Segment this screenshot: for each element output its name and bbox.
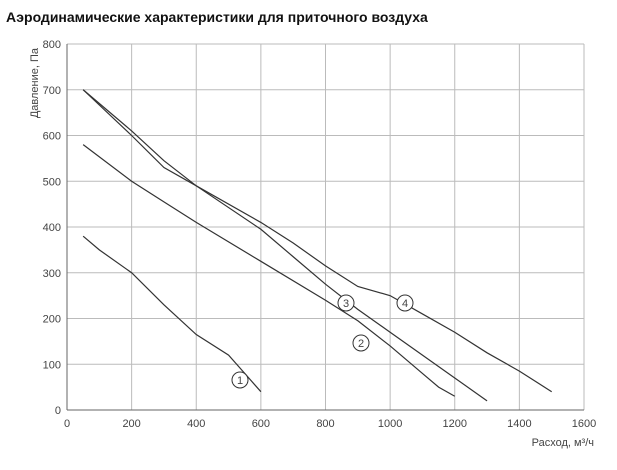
y-axis-label: Давление, Па bbox=[29, 47, 41, 118]
y-tick-label: 600 bbox=[43, 131, 61, 143]
chart-title: Аэродинамические характеристики для прит… bbox=[6, 9, 428, 25]
series-label: 4 bbox=[402, 298, 408, 310]
y-tick-label: 500 bbox=[43, 176, 61, 188]
series-marker bbox=[337, 294, 355, 312]
line-series bbox=[82, 89, 488, 402]
line-series bbox=[82, 144, 456, 397]
x-tick-label: 1400 bbox=[507, 418, 531, 430]
series-marker bbox=[231, 371, 249, 389]
y-tick-label: 300 bbox=[43, 268, 61, 280]
y-tick-label: 100 bbox=[43, 359, 61, 371]
x-tick-label: 400 bbox=[187, 418, 205, 430]
x-tick-label: 0 bbox=[64, 418, 70, 430]
x-axis-label: Расход, м³/ч bbox=[532, 437, 594, 449]
series-label: 1 bbox=[237, 375, 243, 387]
x-tick-label: 1600 bbox=[572, 418, 596, 430]
y-tick-label: 0 bbox=[55, 405, 61, 417]
y-tick-label: 400 bbox=[43, 222, 61, 234]
line-series bbox=[82, 89, 553, 393]
x-tick-label: 600 bbox=[252, 418, 270, 430]
series-marker bbox=[396, 294, 414, 312]
series-label: 3 bbox=[343, 298, 349, 310]
x-tick-label: 800 bbox=[316, 418, 334, 430]
x-tick-label: 200 bbox=[122, 418, 140, 430]
x-tick-label: 1200 bbox=[443, 418, 467, 430]
y-tick-label: 800 bbox=[43, 39, 61, 51]
y-tick-label: 200 bbox=[43, 314, 61, 326]
y-tick-label: 700 bbox=[43, 85, 61, 97]
series-marker bbox=[352, 334, 370, 352]
line-series bbox=[82, 235, 262, 393]
series-label: 2 bbox=[358, 338, 364, 350]
x-tick-label: 1000 bbox=[378, 418, 402, 430]
